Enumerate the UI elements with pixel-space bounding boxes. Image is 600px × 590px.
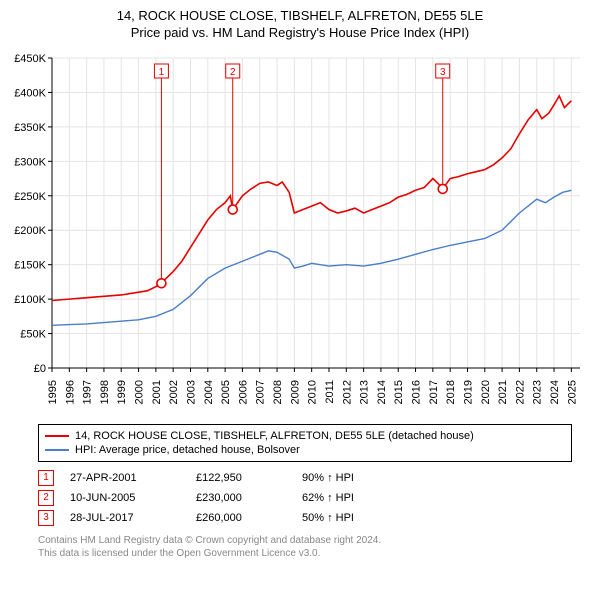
svg-text:1999: 1999 [116, 380, 128, 404]
svg-text:1995: 1995 [47, 380, 59, 404]
svg-text:2010: 2010 [307, 380, 319, 404]
sale-marker: 1 [38, 470, 54, 486]
svg-text:£0: £0 [34, 363, 46, 375]
svg-text:2013: 2013 [359, 380, 371, 404]
legend: 14, ROCK HOUSE CLOSE, TIBSHELF, ALFRETON… [38, 424, 572, 462]
svg-text:£250K: £250K [14, 191, 46, 203]
svg-text:1998: 1998 [99, 380, 111, 404]
svg-text:2011: 2011 [324, 380, 336, 404]
sale-pct: 62% ↑ HPI [302, 492, 412, 504]
chart-titles: 14, ROCK HOUSE CLOSE, TIBSHELF, ALFRETON… [0, 0, 600, 48]
svg-text:2005: 2005 [220, 380, 232, 404]
svg-text:2006: 2006 [237, 380, 249, 404]
legend-swatch [45, 449, 69, 451]
svg-text:1996: 1996 [64, 380, 76, 404]
sale-pct: 50% ↑ HPI [302, 512, 412, 524]
svg-text:2: 2 [230, 67, 236, 78]
svg-text:£300K: £300K [14, 156, 46, 168]
footer-line1: Contains HM Land Registry data © Crown c… [38, 534, 572, 547]
sale-price: £122,950 [196, 472, 286, 484]
svg-text:£200K: £200K [14, 225, 46, 237]
sale-date: 27-APR-2001 [70, 472, 180, 484]
sale-pct: 90% ↑ HPI [302, 472, 412, 484]
page: 14, ROCK HOUSE CLOSE, TIBSHELF, ALFRETON… [0, 0, 600, 560]
sale-marker: 3 [38, 510, 54, 526]
svg-text:2020: 2020 [480, 380, 492, 404]
svg-text:£50K: £50K [20, 328, 46, 340]
svg-text:2018: 2018 [445, 380, 457, 404]
svg-text:2009: 2009 [289, 380, 301, 404]
footer-attribution: Contains HM Land Registry data © Crown c… [38, 534, 572, 560]
svg-text:2007: 2007 [255, 380, 267, 404]
sale-date: 10-JUN-2005 [70, 492, 180, 504]
svg-text:£100K: £100K [14, 294, 46, 306]
svg-text:2019: 2019 [462, 380, 474, 404]
svg-text:2024: 2024 [549, 380, 561, 404]
svg-text:2003: 2003 [185, 380, 197, 404]
legend-label: HPI: Average price, detached house, Bols… [75, 444, 300, 456]
footer-line2: This data is licensed under the Open Gov… [38, 547, 572, 560]
svg-text:2014: 2014 [376, 380, 388, 404]
sale-price: £260,000 [196, 512, 286, 524]
svg-text:2012: 2012 [341, 380, 353, 404]
svg-text:2004: 2004 [203, 380, 215, 404]
svg-text:£350K: £350K [14, 122, 46, 134]
svg-text:1997: 1997 [82, 380, 94, 404]
title-subtitle: Price paid vs. HM Land Registry's House … [0, 25, 600, 42]
line-chart: £0 £50K £100K £150K £200K £250K £300K £350K £400… [0, 48, 600, 418]
svg-text:2025: 2025 [566, 380, 578, 404]
legend-swatch [45, 435, 69, 437]
title-address: 14, ROCK HOUSE CLOSE, TIBSHELF, ALFRETON… [0, 8, 600, 25]
svg-text:2017: 2017 [428, 380, 440, 404]
sale-price: £230,000 [196, 492, 286, 504]
svg-text:2001: 2001 [151, 380, 163, 404]
sales-table: 1 27-APR-2001 £122,950 90% ↑ HPI 2 10-JUN-200… [38, 468, 572, 528]
svg-text:£450K: £450K [14, 53, 46, 65]
svg-text:2008: 2008 [272, 380, 284, 404]
sale-row: 3 28-JUL-2017 £260,000 50% ↑ HPI [38, 508, 572, 528]
sale-date: 28-JUL-2017 [70, 512, 180, 524]
legend-row: 14, ROCK HOUSE CLOSE, TIBSHELF, ALFRETON… [45, 429, 565, 443]
sale-row: 2 10-JUN-2005 £230,000 62% ↑ HPI [38, 488, 572, 508]
svg-text:2023: 2023 [532, 380, 544, 404]
svg-text:2000: 2000 [134, 380, 146, 404]
legend-row: HPI: Average price, detached house, Bols… [45, 443, 565, 457]
svg-text:£150K: £150K [14, 259, 46, 271]
svg-text:2016: 2016 [411, 380, 423, 404]
svg-text:3: 3 [440, 67, 446, 78]
sale-marker: 2 [38, 490, 54, 506]
chart-area: £0 £50K £100K £150K £200K £250K £300K £350K £400… [0, 48, 600, 418]
svg-text:£400K: £400K [14, 87, 46, 99]
svg-text:2022: 2022 [514, 380, 526, 404]
sale-row: 1 27-APR-2001 £122,950 90% ↑ HPI [38, 468, 572, 488]
svg-text:1: 1 [159, 67, 165, 78]
svg-text:2021: 2021 [497, 380, 509, 404]
svg-text:2002: 2002 [168, 380, 180, 404]
svg-text:2015: 2015 [393, 380, 405, 404]
legend-label: 14, ROCK HOUSE CLOSE, TIBSHELF, ALFRETON… [75, 430, 474, 442]
